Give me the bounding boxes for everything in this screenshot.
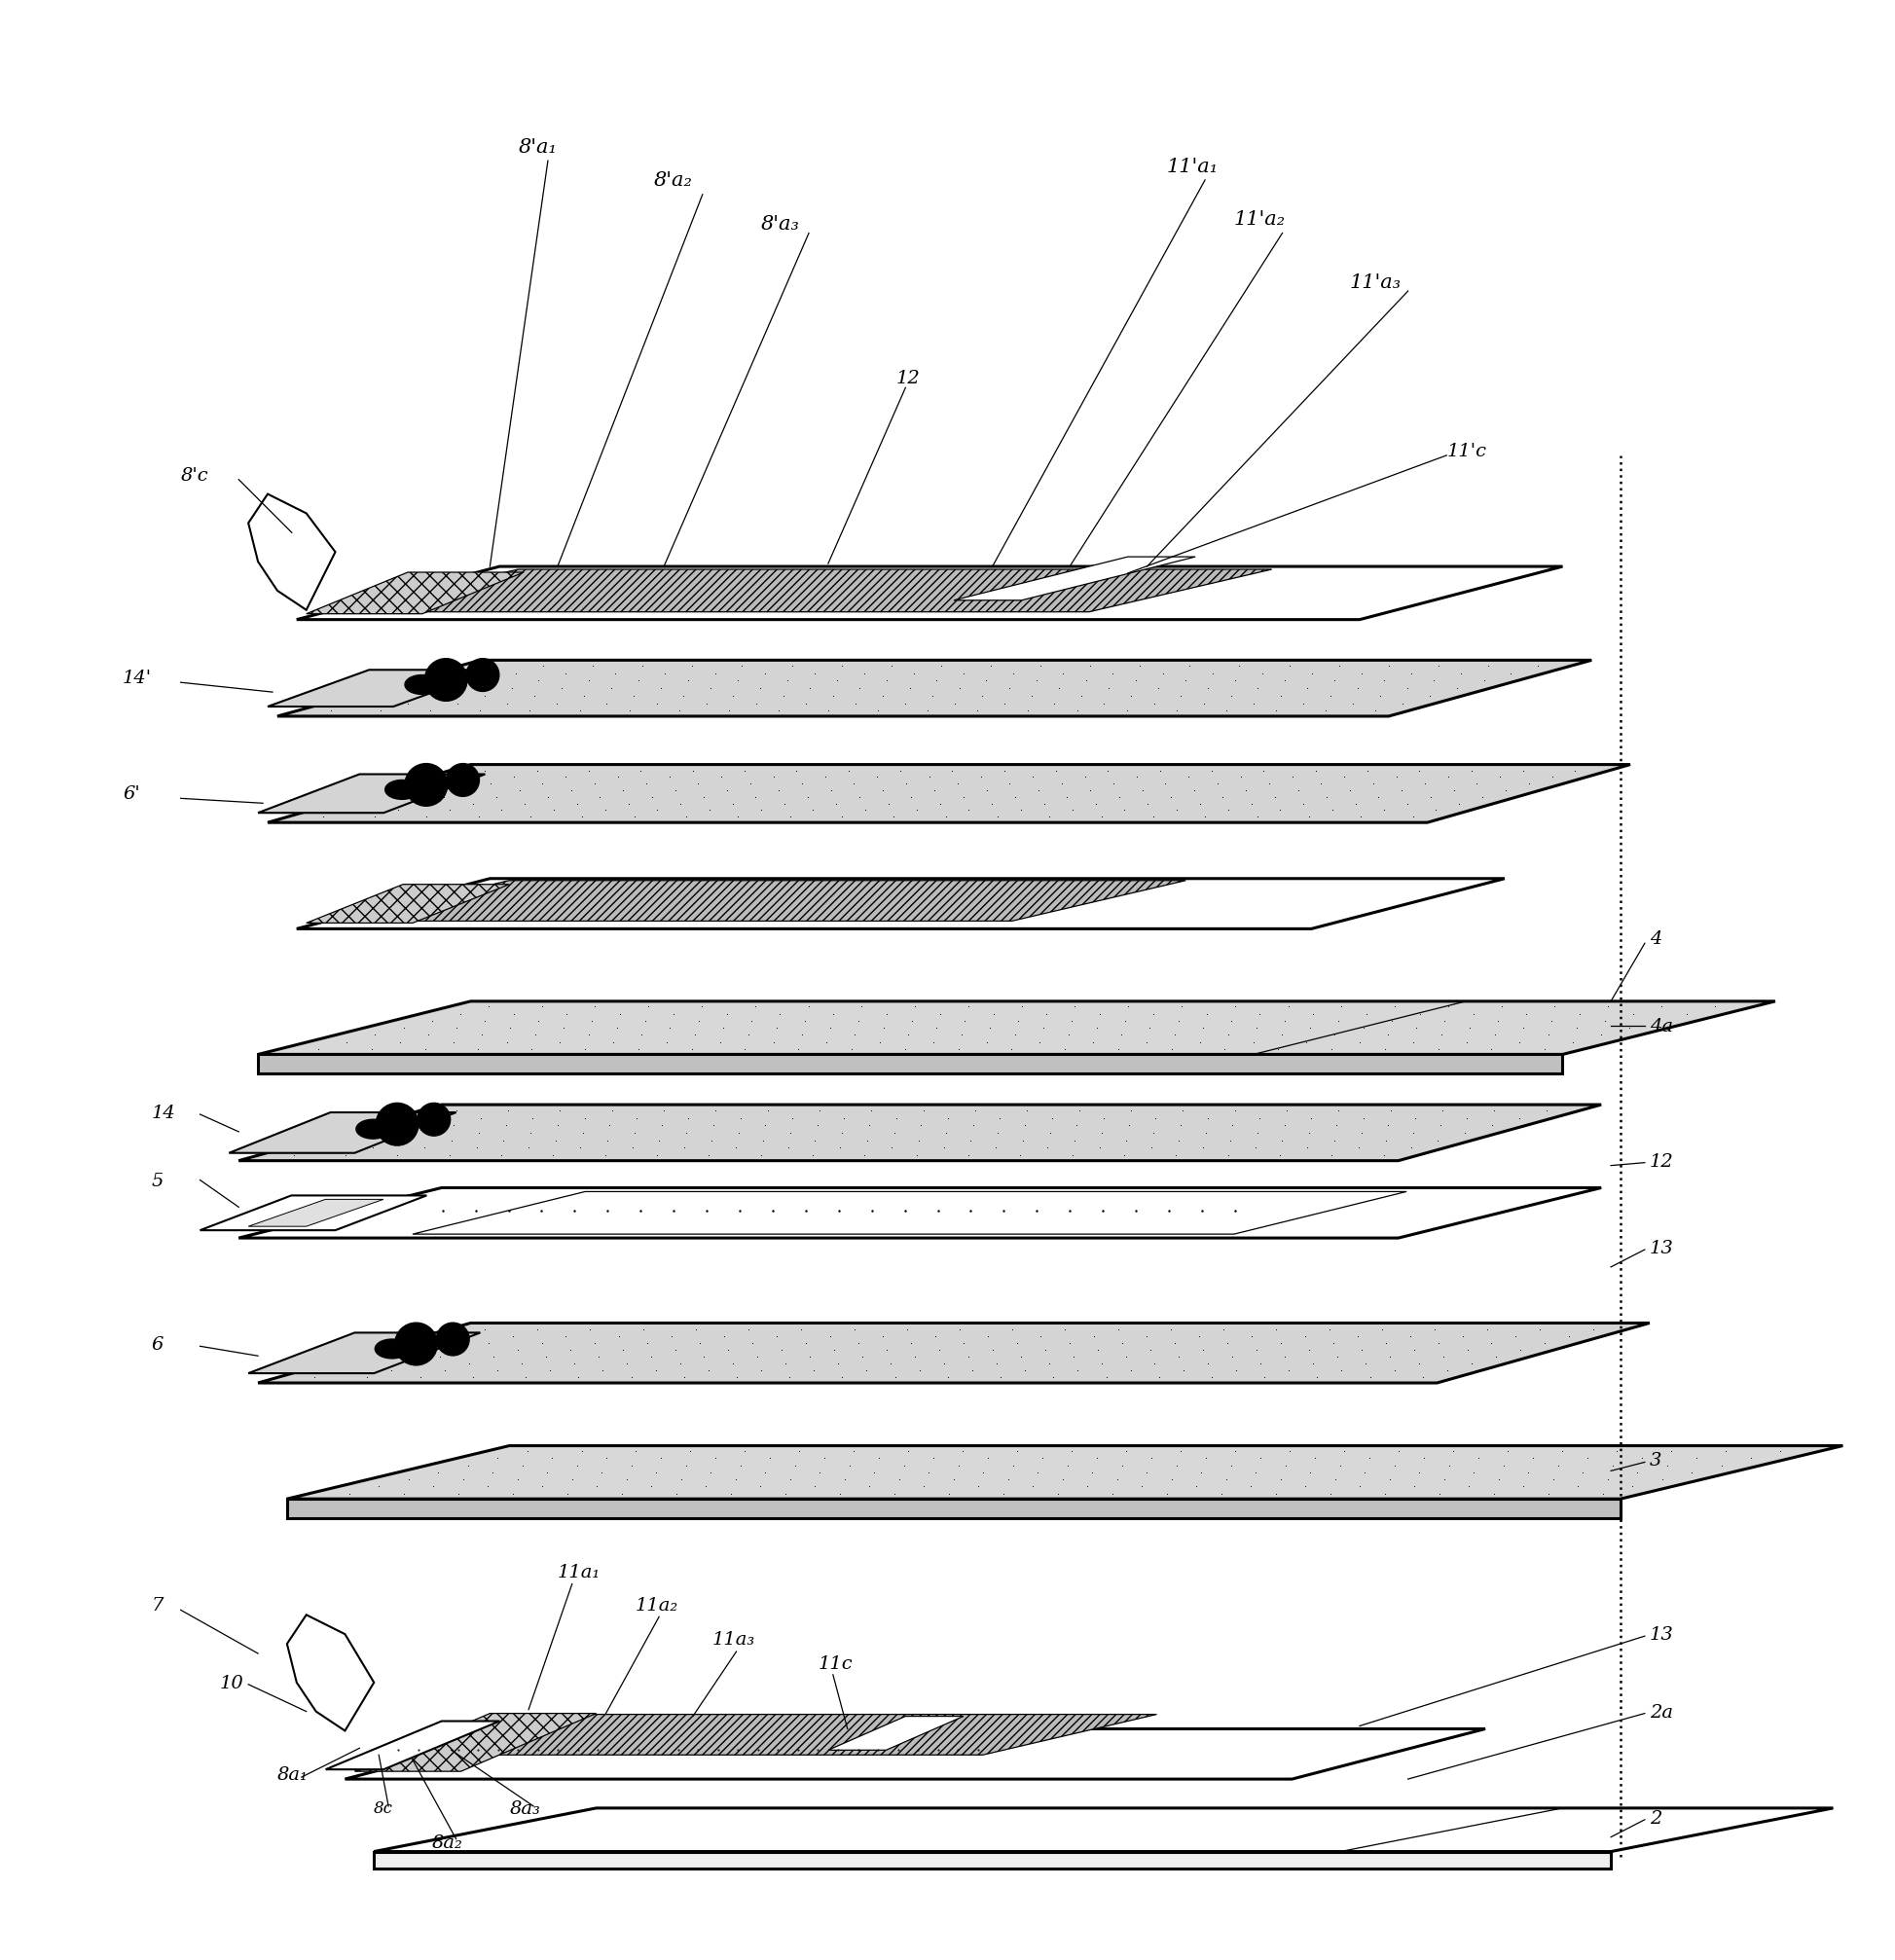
Text: 2: 2 (1649, 1809, 1662, 1827)
Polygon shape (239, 1105, 1601, 1160)
Polygon shape (828, 1717, 963, 1750)
Polygon shape (248, 1200, 383, 1227)
Text: 8'c: 8'c (180, 466, 208, 484)
Circle shape (466, 659, 498, 692)
Polygon shape (335, 570, 1272, 613)
Polygon shape (286, 1446, 1842, 1499)
Text: 8'a₂: 8'a₂ (654, 172, 694, 190)
Text: 4a: 4a (1649, 1017, 1673, 1035)
Polygon shape (277, 661, 1592, 717)
Polygon shape (258, 774, 485, 813)
Ellipse shape (356, 1119, 390, 1139)
Text: 13: 13 (1649, 1239, 1673, 1256)
Text: 6: 6 (152, 1337, 163, 1352)
Polygon shape (953, 557, 1196, 602)
Polygon shape (307, 572, 523, 613)
Text: 11c: 11c (819, 1654, 853, 1672)
Circle shape (447, 764, 479, 798)
Polygon shape (307, 884, 510, 923)
Text: 8c: 8c (373, 1799, 394, 1817)
Text: 13: 13 (1649, 1625, 1673, 1642)
Text: 11a₂: 11a₂ (635, 1597, 678, 1615)
Text: 12: 12 (896, 370, 919, 388)
Circle shape (406, 764, 447, 808)
Polygon shape (413, 1192, 1406, 1235)
Polygon shape (229, 1113, 457, 1152)
Polygon shape (248, 494, 335, 612)
Polygon shape (298, 566, 1563, 619)
Text: 7: 7 (152, 1597, 163, 1615)
Polygon shape (373, 1809, 1832, 1852)
Circle shape (424, 659, 468, 702)
Text: 11'a₂: 11'a₂ (1234, 210, 1285, 229)
Text: 11a₁: 11a₁ (557, 1562, 601, 1580)
Polygon shape (326, 1721, 500, 1770)
Polygon shape (354, 1713, 597, 1772)
Polygon shape (248, 1333, 479, 1374)
Text: 14': 14' (123, 670, 152, 686)
Text: 8a₃: 8a₃ (510, 1799, 540, 1817)
Polygon shape (267, 764, 1630, 823)
Polygon shape (383, 1715, 1156, 1754)
Text: 5: 5 (152, 1172, 163, 1190)
Text: 10: 10 (220, 1674, 243, 1691)
Polygon shape (258, 1054, 1563, 1074)
Text: 11'c: 11'c (1446, 443, 1486, 461)
Circle shape (394, 1323, 438, 1366)
Polygon shape (258, 1002, 1776, 1054)
Polygon shape (201, 1196, 426, 1231)
Polygon shape (335, 880, 1186, 921)
Text: 8'a₃: 8'a₃ (760, 216, 800, 233)
Text: 4: 4 (1649, 931, 1662, 949)
Circle shape (417, 1103, 451, 1137)
Circle shape (436, 1323, 470, 1356)
Text: 6': 6' (123, 786, 140, 804)
Polygon shape (286, 1615, 373, 1731)
Polygon shape (258, 1323, 1649, 1384)
Text: 11'a₁: 11'a₁ (1167, 157, 1218, 176)
Text: 12: 12 (1649, 1152, 1673, 1170)
Ellipse shape (375, 1339, 409, 1358)
Text: 3: 3 (1649, 1452, 1662, 1470)
Polygon shape (373, 1852, 1611, 1870)
Text: 8a₁: 8a₁ (277, 1766, 309, 1784)
Polygon shape (345, 1729, 1486, 1780)
Text: 11a₃: 11a₃ (713, 1631, 756, 1648)
Polygon shape (298, 880, 1505, 929)
Text: 8'a₁: 8'a₁ (519, 137, 557, 157)
Text: 11'a₃: 11'a₃ (1349, 272, 1402, 292)
Ellipse shape (385, 780, 419, 800)
Circle shape (375, 1103, 419, 1147)
Text: 14: 14 (152, 1103, 176, 1121)
Polygon shape (239, 1188, 1601, 1239)
Ellipse shape (406, 676, 440, 696)
Polygon shape (286, 1499, 1620, 1519)
Polygon shape (267, 670, 495, 708)
Text: 2a: 2a (1649, 1703, 1673, 1721)
Text: 8a₂: 8a₂ (432, 1833, 462, 1850)
